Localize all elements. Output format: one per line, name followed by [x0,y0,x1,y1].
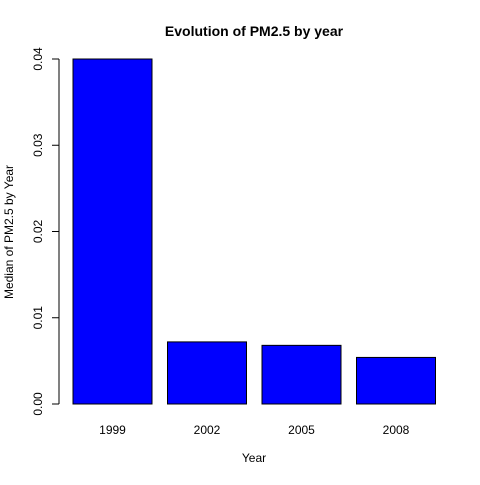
y-tick-label-0.03: 0.03 [31,133,45,157]
bars-group [72,58,436,405]
bar-2002 [167,341,247,405]
y-tick-label-0.04: 0.04 [31,47,45,71]
x-tick-label-1999: 1999 [99,423,126,437]
x-tick-label-2005: 2005 [288,423,315,437]
chart-title: Evolution of PM2.5 by year [165,23,344,39]
y-tick-label-0.01: 0.01 [31,306,45,330]
bar-2005 [261,344,342,405]
y-tick-label-0.02: 0.02 [31,219,45,243]
x-tick-label-2008: 2008 [383,423,410,437]
x-tick-labels: 1999 2002 2005 2008 [99,423,410,437]
x-axis-label: Year [242,451,266,465]
y-tick-label-0.00: 0.00 [31,392,45,416]
y-axis-label: Median of PM2.5 by Year [2,165,16,299]
x-tick-label-2002: 2002 [194,423,221,437]
bar-2008 [356,356,436,405]
y-axis: 0.00 0.01 0.02 0.03 0.04 [31,47,60,416]
bar-1999 [72,58,153,405]
